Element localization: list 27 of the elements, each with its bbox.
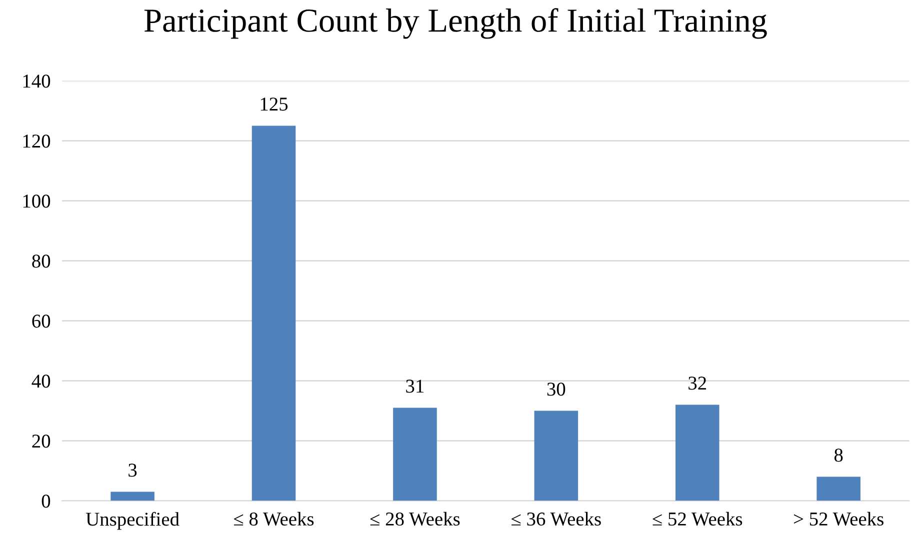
y-tick-label: 60 — [32, 314, 50, 328]
bar — [393, 408, 437, 501]
data-label: 8 — [834, 448, 843, 462]
x-tick-label: ≤ 8 Weeks — [234, 512, 314, 526]
y-tick-label: 140 — [23, 74, 50, 88]
x-tick-label: ≤ 52 Weeks — [652, 512, 742, 526]
data-label: 125 — [260, 98, 288, 111]
y-tick-label: 80 — [32, 254, 50, 268]
data-label: 30 — [547, 382, 566, 396]
bar — [252, 126, 296, 501]
x-tick-label: ≤ 36 Weeks — [512, 512, 601, 526]
x-tick-label: ≤ 28 Weeks — [370, 512, 460, 526]
data-label: 3 — [128, 464, 137, 477]
y-tick-label: 40 — [32, 374, 50, 388]
y-tick-label: 120 — [23, 134, 50, 148]
data-label: 31 — [406, 380, 424, 393]
bar — [534, 410, 578, 501]
bar — [816, 476, 860, 501]
y-tick-label: 20 — [32, 434, 50, 448]
chart-title: Participant Count by Length of Initial Training — [144, 8, 767, 39]
x-tick-label: Unspecified — [86, 512, 180, 530]
bar — [110, 492, 154, 501]
x-tick-label: > 52 Weeks — [794, 512, 884, 526]
data-label: 32 — [688, 376, 706, 390]
y-tick-label: 0 — [42, 494, 50, 508]
bar — [675, 404, 720, 501]
y-tick-label: 100 — [23, 194, 50, 208]
